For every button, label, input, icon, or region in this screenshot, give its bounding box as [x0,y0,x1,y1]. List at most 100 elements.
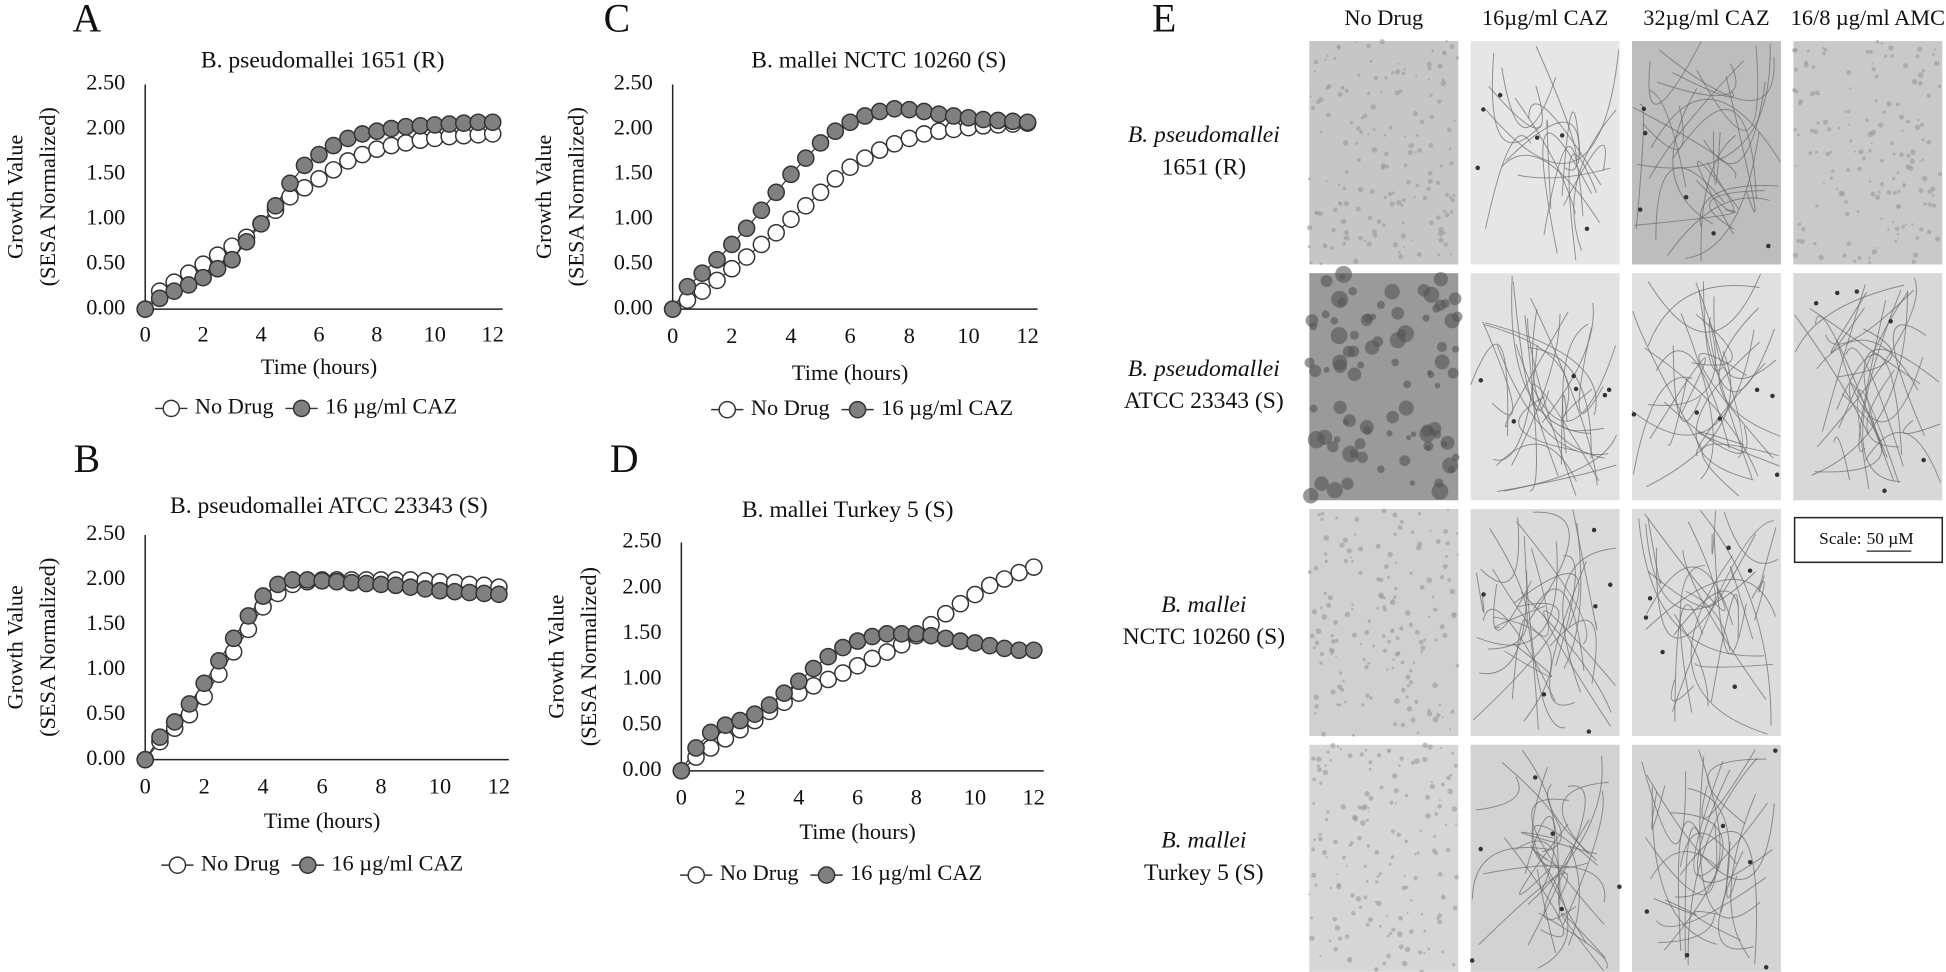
texture-dot [1313,838,1317,842]
texture-dot [1843,200,1848,204]
filament [1673,590,1739,636]
texture-dot [1396,832,1401,838]
filament [1470,343,1509,437]
texture-dot [1403,163,1408,168]
texture-dot [1865,118,1869,123]
filament [1718,307,1781,437]
filament [1476,541,1558,646]
x-tick-label: 4 [785,323,796,348]
texture-dot [1455,823,1458,826]
data-point [1025,641,1043,660]
filament [1488,528,1528,650]
filament [1794,314,1869,435]
legend-marker [817,866,836,884]
texture-dot [1397,525,1403,530]
texture-dot [1394,651,1400,657]
texture-dot [1392,722,1398,727]
filament [1648,41,1702,105]
x-tick-label: 2 [735,784,746,809]
filament [1713,296,1777,379]
texture-dot [1342,445,1359,463]
data-point [885,135,904,153]
data-point [281,174,299,193]
texture-dot [1379,90,1383,93]
x-axis-label: Time (hours) [799,819,915,844]
row-label: B. pseudomallei [1128,356,1280,382]
texture-dot [1449,773,1453,777]
texture-dot [1321,849,1328,856]
texture-dot [1593,604,1598,609]
filament [1725,75,1756,213]
filament [1475,572,1485,614]
texture-dot [1927,202,1933,207]
data-point [353,145,372,164]
filament [1524,315,1538,492]
texture-dot [1363,239,1367,243]
texture-dot [1451,962,1456,967]
texture-dot [1330,743,1336,749]
filament [1696,45,1759,131]
texture-dot [1432,716,1439,723]
texture-dot [1364,340,1380,355]
data-point [254,587,272,605]
texture-dot [1401,687,1406,693]
filament [1562,790,1604,926]
data-point [811,134,830,152]
data-point [425,116,444,134]
texture-dot [1804,60,1808,65]
x-tick-label: 0 [140,322,151,347]
texture-dot [1930,186,1936,192]
texture-dot [1453,119,1456,123]
texture-dot [1434,354,1450,370]
texture-dot [1308,177,1311,181]
data-point [701,723,720,742]
x-tick-label: 4 [255,322,266,347]
texture-dot [1399,519,1404,524]
filament [1729,566,1754,640]
texture-dot [1391,628,1394,632]
texture-dot [1323,552,1328,556]
data-point [737,248,756,266]
filament [1493,580,1532,631]
filament [1561,111,1581,196]
filament [1650,98,1781,163]
texture-dot [1591,527,1597,533]
micrograph [1470,508,1620,737]
texture-dot [1364,664,1369,670]
texture-dot [1455,663,1460,668]
texture-dot [1432,304,1441,313]
texture-dot [1898,114,1905,120]
micrograph-panel: E No Drug 16µg/ml CAZ 32µg/ml CAZ 16/8 µg/ml… [1123,0,1945,972]
texture-dot [1797,133,1800,137]
texture-dot [1409,480,1416,486]
texture-dot [1333,946,1338,952]
texture-dot [1918,188,1924,193]
data-point [752,201,771,220]
texture-dot [1337,201,1342,205]
texture-dot [1401,960,1408,967]
texture-dot [1364,630,1370,635]
filament [1530,297,1598,486]
filament [1646,566,1734,626]
texture-dot [1360,116,1364,120]
texture-dot [1434,851,1439,856]
data-point [834,664,852,682]
texture-dot [1354,438,1366,450]
texture-dot [1398,254,1404,260]
y-tick-label: 1.50 [86,610,125,635]
texture-dot [1422,314,1430,322]
data-point [313,572,331,590]
texture-dot [1446,508,1449,511]
filament [1711,510,1717,555]
texture-dot [1584,226,1590,232]
filament [1866,369,1900,448]
texture-dot [1447,367,1459,379]
texture-dot [1861,156,1866,161]
data-point [239,607,258,625]
texture-dot [1336,873,1339,876]
texture-dot [1363,864,1367,868]
data-point [878,643,896,661]
texture-dot [1377,465,1385,474]
filament [1814,393,1883,473]
texture-dot [1571,373,1576,379]
